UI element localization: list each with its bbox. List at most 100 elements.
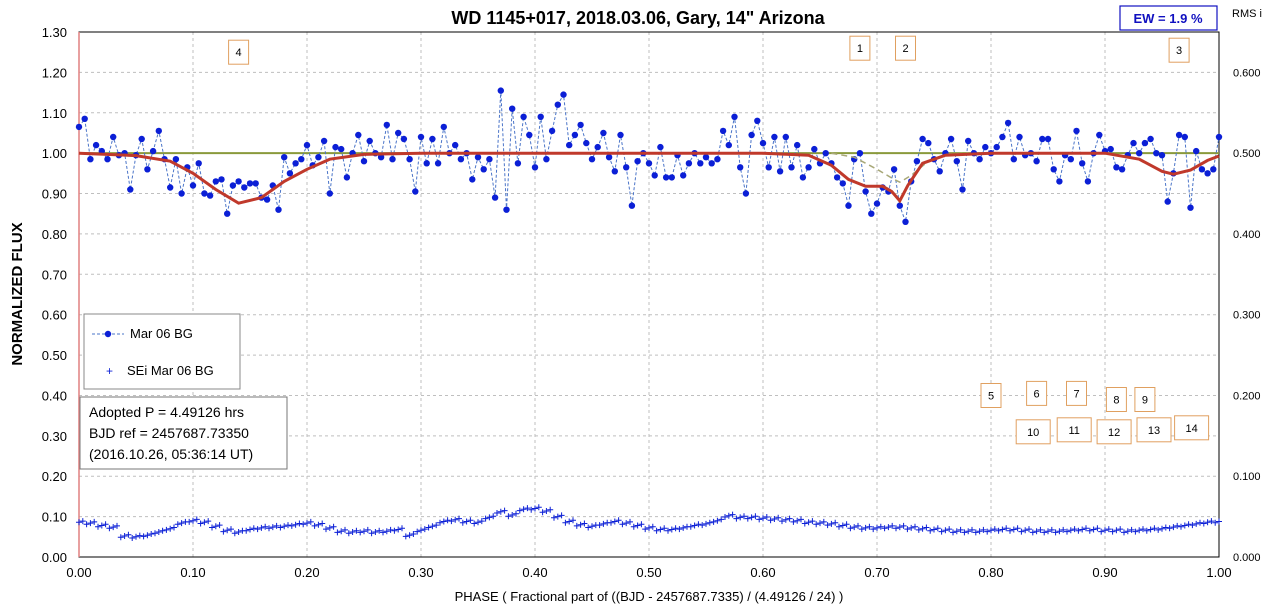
data-point	[87, 156, 94, 163]
dip-marker-label: 10	[1027, 427, 1039, 439]
sei-point	[870, 526, 877, 533]
sei-point	[532, 505, 538, 512]
sei-point	[247, 526, 253, 533]
sei-point	[292, 521, 299, 528]
sei-point	[1052, 529, 1059, 536]
sei-point	[619, 521, 626, 528]
sei-point	[345, 530, 352, 537]
sei-point	[596, 522, 603, 529]
sei-point	[744, 515, 751, 522]
legend-dot-icon	[104, 330, 112, 338]
data-point	[417, 133, 425, 141]
sei-point	[733, 515, 740, 522]
sei-point	[437, 519, 443, 526]
data-point	[1044, 135, 1052, 143]
sei-point	[885, 524, 892, 531]
data-point	[976, 156, 983, 163]
sei-point	[950, 529, 956, 536]
sei-point	[228, 526, 234, 533]
data-point	[993, 143, 1000, 151]
sei-point	[543, 508, 550, 514]
sei-point	[980, 526, 987, 533]
data-point	[189, 182, 197, 189]
sei-point	[311, 522, 318, 529]
sei-point	[425, 524, 432, 531]
data-point	[577, 121, 584, 129]
sei-point	[767, 517, 774, 524]
data-point	[623, 164, 630, 171]
data-point	[1158, 152, 1166, 159]
sei-point	[562, 519, 569, 526]
sei-point	[372, 529, 379, 535]
data-point	[360, 158, 368, 165]
data-point	[856, 150, 864, 157]
sei-point	[703, 520, 709, 527]
y-axis-label: NORMALIZED FLUX	[9, 222, 26, 365]
sei-point	[927, 527, 934, 534]
sei-point	[1086, 527, 1093, 534]
dip-marker-box	[1174, 415, 1210, 441]
sei-point	[448, 518, 455, 525]
sei-point	[114, 522, 120, 529]
data-point	[389, 156, 396, 163]
sei-point	[809, 518, 816, 525]
x-tick-label: 0.60	[750, 565, 775, 580]
sei-point	[368, 530, 375, 537]
sei-point	[1143, 527, 1150, 534]
sei-point	[874, 524, 880, 531]
data-point	[1084, 178, 1092, 185]
data-point	[959, 186, 966, 193]
sei-point	[1200, 520, 1207, 527]
data-point	[1193, 147, 1200, 155]
data-point	[1067, 156, 1075, 163]
sei-point	[1212, 519, 1219, 526]
data-point	[149, 147, 157, 155]
data-point	[92, 141, 100, 149]
sei-point	[649, 523, 656, 530]
sei-point	[904, 526, 911, 533]
sei-point	[752, 513, 759, 520]
sei-point	[1113, 527, 1120, 534]
sei-point	[152, 530, 158, 537]
sei-point	[1117, 526, 1124, 533]
sei-point	[908, 524, 915, 531]
data-point	[303, 141, 311, 149]
data-point	[395, 129, 402, 137]
x-tick-label: 0.00	[66, 565, 91, 580]
sei-point	[539, 509, 546, 516]
data-point	[714, 156, 721, 163]
dip-marker-label: 4	[236, 47, 242, 59]
sei-point	[718, 516, 725, 523]
data-point	[947, 135, 955, 143]
data-point	[104, 156, 111, 163]
data-point	[167, 184, 174, 191]
data-point	[583, 139, 590, 147]
x-tick-label: 0.70	[864, 565, 889, 580]
data-point	[1033, 158, 1040, 165]
data-point	[833, 174, 841, 181]
sei-point	[953, 528, 960, 535]
y-tick-label: 0.60	[42, 308, 67, 323]
dip-marker-label: 2	[902, 43, 908, 55]
data-point	[719, 127, 727, 135]
sei-point	[148, 531, 155, 537]
sei-point	[140, 533, 147, 540]
data-point	[965, 137, 972, 145]
dip-marker-box	[1015, 419, 1051, 445]
sei-point	[577, 521, 584, 528]
sei-point	[817, 520, 823, 527]
sei-point	[361, 528, 367, 535]
data-point	[554, 101, 561, 108]
sei-point	[399, 525, 405, 532]
data-point	[497, 87, 504, 94]
sei-point	[1075, 527, 1082, 534]
dip-marker-2: 2	[895, 35, 916, 61]
sei-point	[76, 519, 82, 526]
data-point	[75, 123, 83, 131]
dip-marker-11: 11	[1056, 417, 1092, 443]
sei-point	[205, 518, 212, 525]
sei-point	[535, 504, 542, 511]
sei-point	[505, 513, 512, 520]
sei-point	[1098, 528, 1105, 535]
sei-point	[946, 526, 953, 533]
